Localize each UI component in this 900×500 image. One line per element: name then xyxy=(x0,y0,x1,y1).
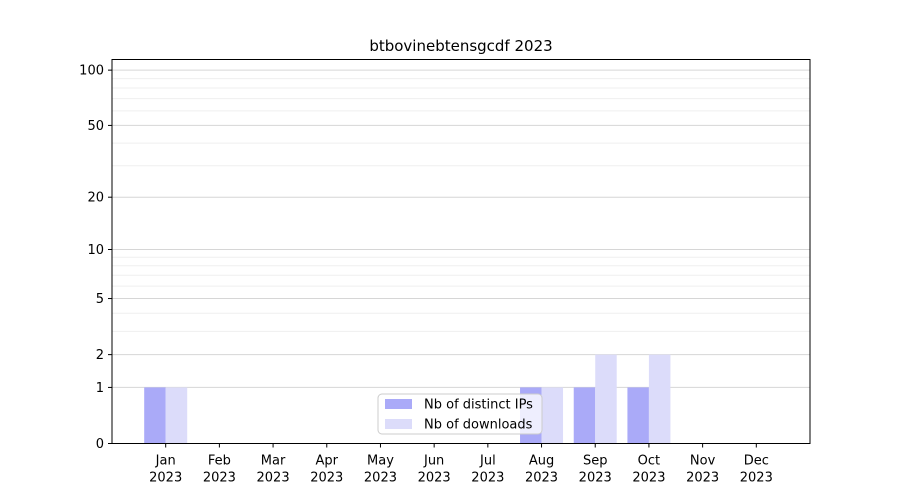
plot-border xyxy=(111,59,811,444)
y-tick-label: 50 xyxy=(87,119,104,134)
x-tick-label-month: Jun xyxy=(423,454,444,469)
x-tick-label-month: Apr xyxy=(316,454,339,469)
y-tick-label: 100 xyxy=(79,64,104,79)
legend-box xyxy=(377,393,543,435)
x-tick-label-year: 2023 xyxy=(418,471,451,486)
x-tick-label-year: 2023 xyxy=(364,471,397,486)
x-tick-label-year: 2023 xyxy=(740,471,773,486)
x-tick-label-year: 2023 xyxy=(257,471,290,486)
legend-label-1: Nb of downloads xyxy=(424,418,533,433)
bar-aug-series1 xyxy=(541,387,564,444)
x-tick-label-month: Jul xyxy=(479,454,496,469)
bar-jan-series1 xyxy=(165,387,188,444)
bar-sep-series0 xyxy=(573,387,596,444)
x-tick-label-year: 2023 xyxy=(149,471,182,486)
x-tick-label-month: Aug xyxy=(529,454,554,469)
chart-title: btbovinebtensgcdf 2023 xyxy=(369,37,552,55)
bar-oct-series1 xyxy=(648,354,671,444)
y-tick-label: 10 xyxy=(87,243,104,258)
bar-oct-series0 xyxy=(627,387,649,444)
legend-swatch-0 xyxy=(385,399,412,409)
x-tick-label-month: Oct xyxy=(638,454,660,469)
bar-sep-series1 xyxy=(595,354,617,444)
legend-swatch-1 xyxy=(385,419,412,429)
grid-layer xyxy=(112,69,810,388)
x-tick-label-year: 2023 xyxy=(632,471,665,486)
y-tick-label: 20 xyxy=(87,191,104,206)
x-tick-label-month: Sep xyxy=(583,454,608,469)
x-tick-label-year: 2023 xyxy=(471,471,504,486)
x-tick-label-month: Jan xyxy=(155,454,176,469)
x-tick-label-month: Feb xyxy=(208,454,231,469)
bar-jan-series0 xyxy=(144,387,166,444)
y-tick-label: 2 xyxy=(96,348,104,363)
x-tick-label-year: 2023 xyxy=(203,471,236,486)
x-tick-label-month: Mar xyxy=(261,454,286,469)
legend: Nb of distinct IPs Nb of downloads xyxy=(377,393,543,435)
x-tick-label-year: 2023 xyxy=(525,471,558,486)
x-tick-label-year: 2023 xyxy=(579,471,612,486)
x-tick-label-year: 2023 xyxy=(686,471,719,486)
x-tick-label-month: Nov xyxy=(690,454,716,469)
x-tick-label-month: May xyxy=(367,454,394,469)
y-tick-label: 1 xyxy=(96,381,104,396)
x-tick-label-month: Dec xyxy=(744,454,769,469)
y-tick-label: 5 xyxy=(96,292,104,307)
legend-label-0: Nb of distinct IPs xyxy=(424,398,533,413)
axes-layer: 0 1 2 5 10 20 50 100 Jan 2023 Feb 2023 Mar 2023 Apr 202… xyxy=(79,59,811,486)
x-tick-label-year: 2023 xyxy=(310,471,343,486)
y-tick-label: 0 xyxy=(96,437,104,452)
